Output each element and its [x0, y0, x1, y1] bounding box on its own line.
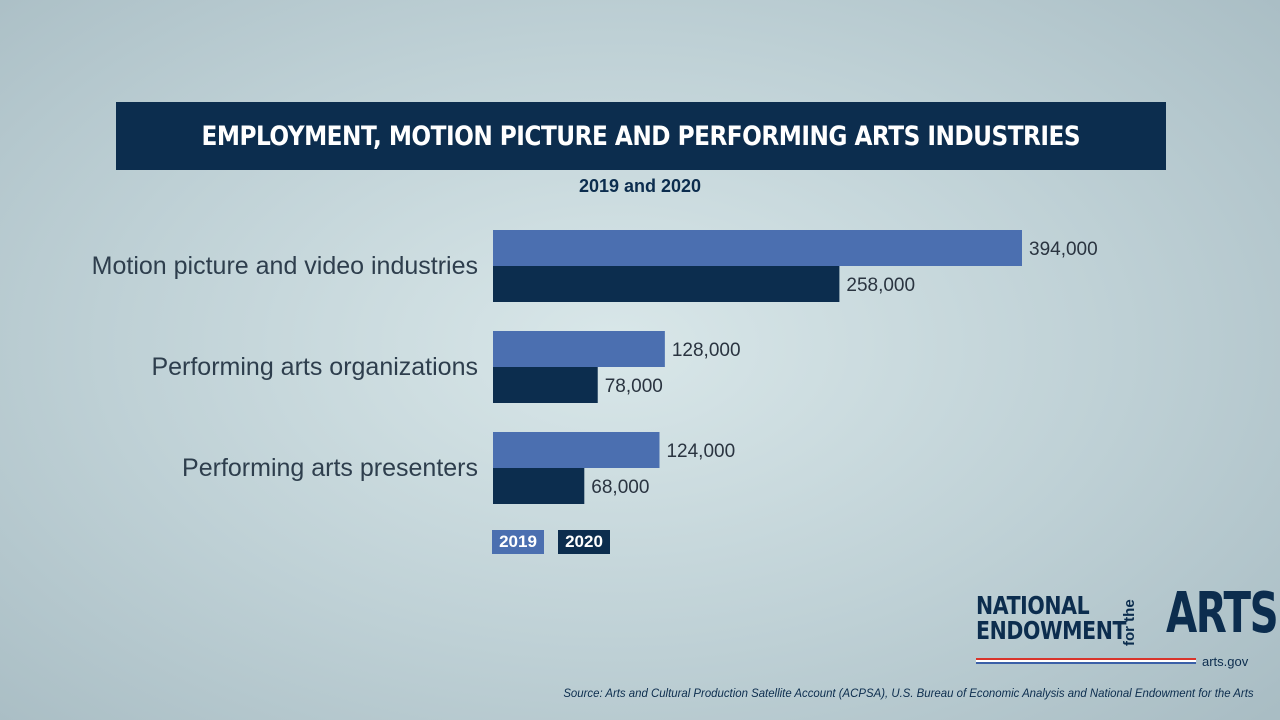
data-label: 124,000: [666, 441, 735, 462]
bar-2019: [493, 230, 1022, 266]
data-label: 78,000: [605, 376, 663, 397]
category-label: Motion picture and video industries: [92, 252, 478, 280]
bar-2020: [493, 367, 598, 403]
legend-item-2019: 2019: [492, 530, 544, 554]
bar-2019: [493, 331, 665, 367]
data-label: 128,000: [672, 340, 741, 361]
bar-2019: [493, 432, 660, 468]
chart-subtitle: 2019 and 2020: [578, 176, 702, 196]
data-label: 68,000: [591, 477, 649, 498]
data-label: 258,000: [846, 275, 915, 296]
bar-2020: [493, 266, 840, 302]
category-label: Performing arts organizations: [151, 353, 478, 381]
chart-title-bar: EMPLOYMENT, MOTION PICTURE AND PERFORMIN…: [116, 102, 1166, 170]
nea-logo: NATIONAL ENDOWMENT for the ARTS arts.gov: [976, 584, 1279, 672]
logo-arts: ARTS: [1166, 581, 1279, 646]
logo-url: arts.gov: [1202, 654, 1249, 669]
bar-2020: [493, 468, 585, 504]
legend-item-2020: 2020: [558, 530, 610, 554]
logo-national: NATIONAL: [976, 591, 1090, 620]
category-label: Performing arts presenters: [182, 454, 478, 482]
data-label: 394,000: [1029, 239, 1098, 260]
source-note: Source: Arts and Cultural Production Sat…: [563, 686, 1254, 700]
logo-endowment: ENDOWMENT: [976, 616, 1127, 645]
logo-stripes: [976, 658, 1196, 664]
logo-for-the: for the: [1121, 599, 1138, 646]
chart-title: EMPLOYMENT, MOTION PICTURE AND PERFORMIN…: [201, 120, 1081, 152]
